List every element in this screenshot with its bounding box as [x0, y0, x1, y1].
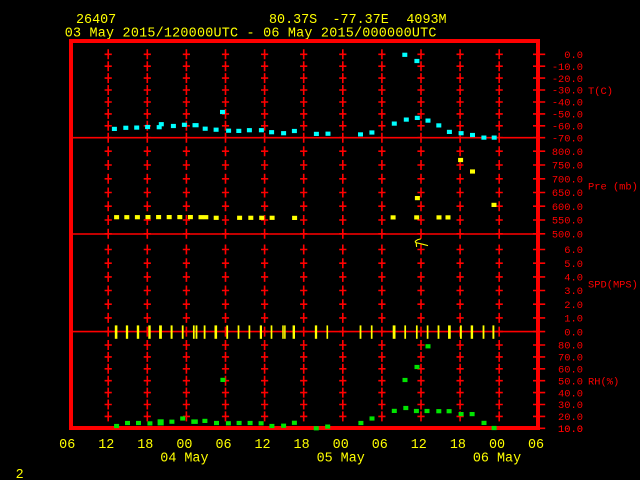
svg-text:00: 00	[489, 438, 505, 453]
svg-text:20.0: 20.0	[558, 412, 583, 424]
svg-text:40.0: 40.0	[558, 388, 583, 400]
svg-text:-20.0: -20.0	[552, 74, 583, 86]
svg-text:50.0: 50.0	[558, 376, 583, 388]
svg-text:0.0: 0.0	[564, 50, 583, 62]
svg-text:500.0: 500.0	[552, 229, 583, 241]
svg-text:RH(%): RH(%)	[588, 376, 619, 388]
svg-text:18: 18	[450, 438, 466, 453]
svg-text:-40.0: -40.0	[552, 98, 583, 110]
svg-text:18: 18	[137, 438, 153, 453]
svg-text:SPD(MPS): SPD(MPS)	[588, 279, 638, 291]
svg-text:10.0: 10.0	[558, 424, 583, 436]
svg-text:700.0: 700.0	[552, 174, 583, 186]
svg-text:-60.0: -60.0	[552, 122, 583, 134]
svg-text:4093M: 4093M	[406, 13, 446, 28]
svg-text:80.0: 80.0	[558, 341, 583, 353]
svg-text:04 May: 04 May	[160, 451, 208, 466]
svg-text:-10.0: -10.0	[552, 62, 583, 74]
svg-text:03 May 2015/120000UTC - 06 May: 03 May 2015/120000UTC - 06 May 2015/0000…	[65, 26, 437, 41]
svg-text:-77.37E: -77.37E	[333, 13, 389, 28]
svg-text:60.0: 60.0	[558, 365, 583, 377]
svg-text:550.0: 550.0	[552, 216, 583, 228]
svg-text:12: 12	[411, 438, 427, 453]
svg-text:-30.0: -30.0	[552, 86, 583, 98]
svg-text:-50.0: -50.0	[552, 110, 583, 122]
svg-text:3.0: 3.0	[564, 286, 583, 298]
svg-text:T(C): T(C)	[588, 86, 613, 98]
svg-text:30.0: 30.0	[558, 400, 583, 412]
svg-text:00: 00	[176, 438, 192, 453]
svg-text:80.37S: 80.37S	[269, 13, 317, 28]
svg-text:1.0: 1.0	[564, 314, 583, 326]
svg-text:-70.0: -70.0	[552, 133, 583, 145]
svg-text:10.0: 10.0	[558, 424, 583, 436]
svg-text:5.0: 5.0	[564, 259, 583, 271]
svg-text:70.0: 70.0	[558, 353, 583, 365]
svg-text:18: 18	[294, 438, 310, 453]
svg-text:06 May: 06 May	[473, 451, 521, 466]
svg-text:05 May: 05 May	[317, 451, 365, 466]
svg-text:4.0: 4.0	[564, 273, 583, 285]
svg-text:750.0: 750.0	[552, 161, 583, 173]
svg-text:2: 2	[16, 468, 24, 480]
svg-text:0.0: 0.0	[564, 327, 583, 339]
svg-text:06: 06	[528, 438, 544, 453]
svg-text:2.0: 2.0	[564, 300, 583, 312]
svg-text:00: 00	[333, 438, 349, 453]
svg-text:Pre (mb): Pre (mb)	[588, 181, 638, 193]
svg-text:06: 06	[59, 438, 75, 453]
svg-text:650.0: 650.0	[552, 188, 583, 200]
svg-text:06: 06	[215, 438, 231, 453]
svg-text:600.0: 600.0	[552, 202, 583, 214]
svg-text:06: 06	[372, 438, 388, 453]
svg-text:800.0: 800.0	[552, 147, 583, 159]
svg-text:12: 12	[254, 438, 270, 453]
svg-text:12: 12	[98, 438, 114, 453]
svg-text:6.0: 6.0	[564, 245, 583, 257]
svg-text:26407: 26407	[76, 13, 116, 28]
